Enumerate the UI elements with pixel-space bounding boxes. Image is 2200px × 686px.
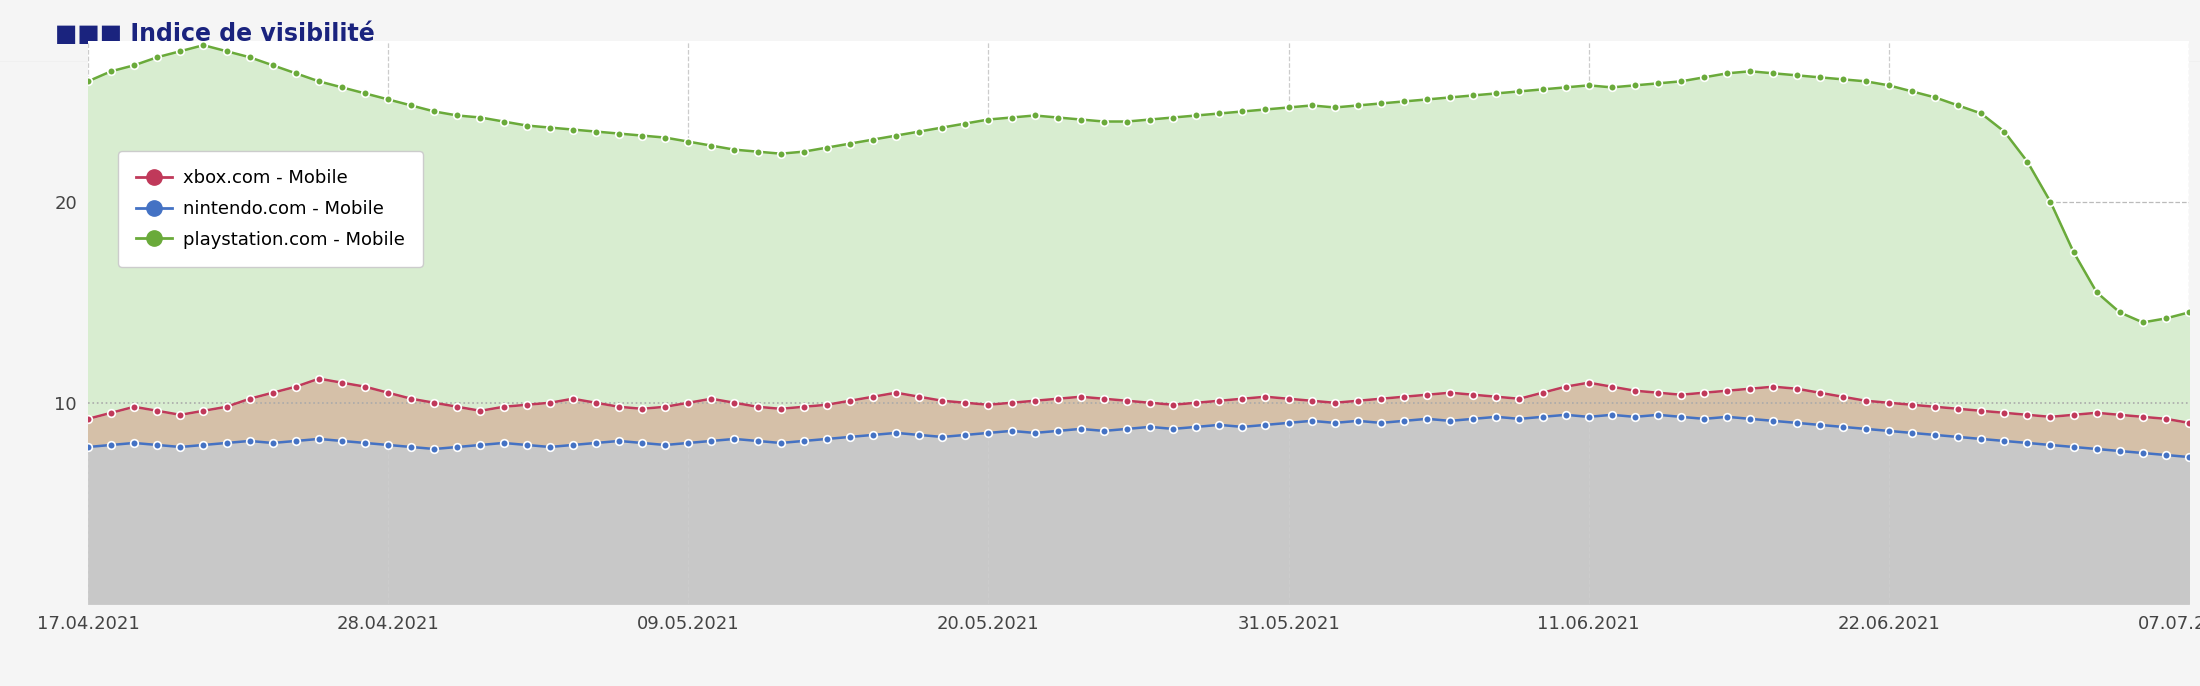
Text: ■■■ Indice de visibilité: ■■■ Indice de visibilité (55, 22, 374, 46)
Legend: xbox.com - Mobile, nintendo.com - Mobile, playstation.com - Mobile: xbox.com - Mobile, nintendo.com - Mobile… (119, 152, 422, 267)
